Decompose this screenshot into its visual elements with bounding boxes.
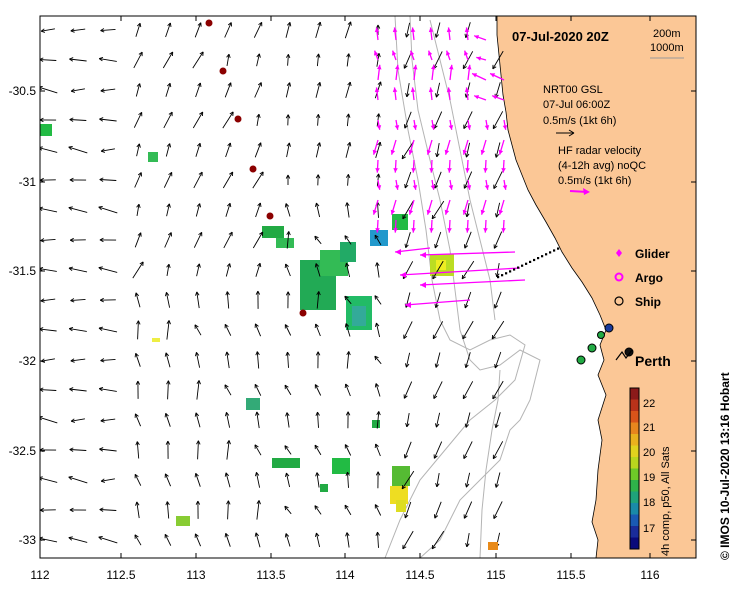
lon-tick-116: 116: [640, 568, 659, 582]
lon-tick-114-5: 114.5: [405, 568, 434, 582]
sst-patch: [392, 214, 408, 230]
lon-tick-112-5: 112.5: [106, 568, 135, 582]
colorbar-segment: [630, 411, 639, 423]
lon-tick-114: 114: [335, 568, 354, 582]
sst-patch: [148, 152, 158, 162]
colorbar-segment: [630, 503, 639, 515]
colorbar-segment: [630, 388, 639, 400]
sst-patch: [392, 466, 410, 486]
hf-legend-line3: 0.5m/s (1kt 6h): [558, 175, 631, 187]
lon-tick-113: 113: [186, 568, 205, 582]
colorbar-segment: [630, 515, 639, 527]
sst-patch: [276, 238, 294, 248]
lon-tick-113-5: 113.5: [256, 568, 285, 582]
sst-patch: [40, 124, 52, 136]
colorbar-title: 4h comp, p50, All Sats: [660, 446, 672, 556]
sst-patch: [370, 230, 388, 246]
ship-legend-label: Ship: [635, 295, 661, 309]
colorbar-tick-20: 20: [643, 447, 655, 459]
sst-patch: [340, 242, 356, 262]
glider-legend-label: Glider: [635, 247, 670, 261]
nrt-legend-line1: NRT00 GSL: [543, 84, 603, 96]
sst-patch: [262, 226, 284, 238]
sst-patch: [352, 306, 366, 326]
lat-tick-33: -33: [19, 533, 37, 547]
lon-tick-112: 112: [30, 568, 49, 582]
glider-point: [549, 251, 551, 253]
warm-patch: [488, 542, 498, 550]
longitude-labels: 112 112.5 113 113.5 114 114.5 115 115.5 …: [30, 568, 659, 582]
lat-tick-31: -31: [19, 175, 37, 189]
latitude-labels: -30.5 -31 -31.5 -32 -32.5 -33: [9, 84, 37, 547]
sst-patch: [396, 500, 406, 512]
colorbar-segment: [630, 538, 639, 550]
lat-tick-32-5: -32.5: [9, 444, 37, 458]
colorbar-tick-18: 18: [643, 497, 655, 509]
lat-tick-32: -32: [19, 354, 37, 368]
sst-patch: [246, 398, 260, 410]
colorbar-tick-17: 17: [643, 523, 655, 535]
colorbar-segment: [630, 423, 639, 435]
colorbar-segment: [630, 457, 639, 469]
glider-point: [509, 270, 511, 272]
colorbar-segment: [630, 434, 639, 446]
city-label-perth: Perth: [635, 353, 671, 369]
glider-point: [525, 263, 527, 265]
glider-point: [505, 272, 507, 274]
argo-legend-label: Argo: [635, 271, 663, 285]
glider-point: [545, 253, 547, 255]
sst-patch: [176, 516, 190, 526]
lon-tick-115-5: 115.5: [556, 568, 585, 582]
glider-point: [541, 255, 543, 257]
colorbar-tick-19: 19: [643, 472, 655, 484]
glider-point: [517, 267, 519, 269]
lon-tick-115: 115: [486, 568, 505, 582]
glider-point: [513, 268, 515, 270]
lat-tick-31-5: -31.5: [9, 264, 37, 278]
colorbar-segment: [630, 492, 639, 504]
isobath-200-label: 200m: [653, 28, 681, 40]
colorbar-segment: [630, 400, 639, 412]
colorbar-segment: [630, 446, 639, 458]
glider-point: [521, 265, 523, 267]
colorbar-tick-22: 22: [643, 398, 655, 410]
colorbar-segment: [630, 480, 639, 492]
glider-point: [529, 261, 531, 263]
sst-patch: [332, 458, 350, 474]
sst-patch: [152, 338, 160, 342]
isobath-1000-label: 1000m: [650, 42, 684, 54]
nrt-legend-line3: 0.5m/s (1kt 6h): [543, 115, 616, 127]
colorbar-segment: [630, 526, 639, 538]
imos-credit: © IMOS 10-Jul-2020 13:16 Hobart: [718, 372, 732, 560]
glider-point: [537, 257, 539, 259]
glider-point: [557, 248, 559, 250]
date-label: 07-Jul-2020 20Z: [512, 29, 609, 44]
colorbar-tick-21: 21: [643, 422, 655, 434]
colorbar-segment: [630, 469, 639, 481]
colorbar: [630, 388, 639, 550]
glider-point: [497, 276, 499, 278]
glider-point: [501, 274, 503, 276]
hf-legend-line2: (4-12h avg) noQC: [558, 160, 646, 172]
hf-legend-line1: HF radar velocity: [558, 145, 642, 157]
sst-patch: [372, 420, 380, 428]
sst-patch: [272, 458, 300, 468]
glider-point: [533, 259, 535, 261]
sst-patch: [320, 484, 328, 492]
lat-tick-30-5: -30.5: [9, 84, 37, 98]
glider-point: [553, 249, 555, 251]
nrt-legend-line2: 07-Jul 06:00Z: [543, 99, 611, 111]
